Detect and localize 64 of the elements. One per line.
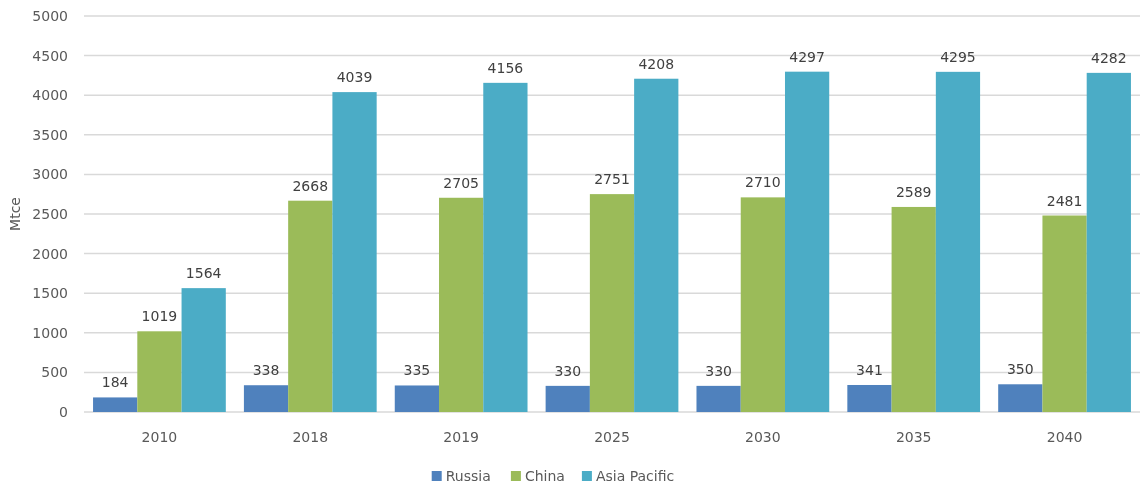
x-tick-label: 2025 <box>594 429 630 445</box>
bar <box>243 385 289 412</box>
legend-label: Russia <box>445 468 491 484</box>
y-tick-label: 4500 <box>32 47 68 64</box>
y-tick-label: 500 <box>41 364 68 381</box>
bar <box>784 71 830 412</box>
data-label: 338 <box>252 362 280 379</box>
y-tick-label: 3500 <box>32 126 68 143</box>
y-axis-title: Mtce <box>7 197 23 231</box>
legend-label: China <box>524 468 565 484</box>
data-label: 335 <box>403 362 431 379</box>
y-tick-label: 1000 <box>32 324 68 341</box>
y-tick-label: 0 <box>59 403 68 420</box>
bar <box>1086 72 1131 412</box>
bar <box>332 92 377 412</box>
y-tick-label: 2500 <box>32 205 68 222</box>
bar <box>696 385 741 412</box>
bar <box>439 197 484 412</box>
x-tick-label: 2010 <box>141 429 178 445</box>
y-tick-label: 1500 <box>32 285 68 302</box>
bar <box>998 384 1043 412</box>
bar <box>847 384 892 412</box>
y-tick-label: 2000 <box>32 245 68 262</box>
bar <box>740 197 785 412</box>
x-tick-label: 2019 <box>443 429 479 445</box>
x-tick-label: 2035 <box>895 429 932 445</box>
x-tick-label: 2030 <box>745 429 781 445</box>
data-label: 350 <box>1006 361 1034 378</box>
data-label: 1019 <box>141 308 178 325</box>
data-label: 2481 <box>1046 192 1083 209</box>
data-label: 4039 <box>336 69 373 86</box>
bar <box>483 82 528 412</box>
data-label: 2589 <box>895 183 932 200</box>
data-label: 184 <box>101 374 129 391</box>
bar <box>93 397 138 412</box>
bar <box>935 71 981 412</box>
data-label: 341 <box>856 361 883 378</box>
data-label: 4295 <box>940 48 976 65</box>
data-label: 2710 <box>745 174 781 191</box>
data-label: 2705 <box>443 174 479 191</box>
bar <box>589 194 635 412</box>
data-label: 2751 <box>594 171 630 188</box>
y-tick-label: 3000 <box>32 166 68 183</box>
bar <box>288 200 333 412</box>
bar <box>1042 215 1087 412</box>
y-tick-label: 5000 <box>32 7 68 24</box>
bar <box>634 78 679 412</box>
data-label: 330 <box>554 362 582 379</box>
bar <box>137 331 182 412</box>
y-tick-label: 4000 <box>32 87 68 104</box>
bar <box>545 385 590 412</box>
x-tick-label: 2018 <box>292 429 329 445</box>
x-tick-label: 2040 <box>1046 429 1083 445</box>
data-label: 1564 <box>185 265 222 282</box>
data-label: 4208 <box>638 55 675 72</box>
bar <box>394 385 440 412</box>
data-label: 4156 <box>487 59 524 76</box>
data-label: 2668 <box>292 177 329 194</box>
bar <box>181 288 226 412</box>
legend-label: Asia Pacific <box>595 468 675 484</box>
data-label: 330 <box>705 362 732 379</box>
data-label: 4297 <box>789 48 825 65</box>
bar <box>891 206 936 412</box>
data-label: 4282 <box>1091 49 1127 66</box>
